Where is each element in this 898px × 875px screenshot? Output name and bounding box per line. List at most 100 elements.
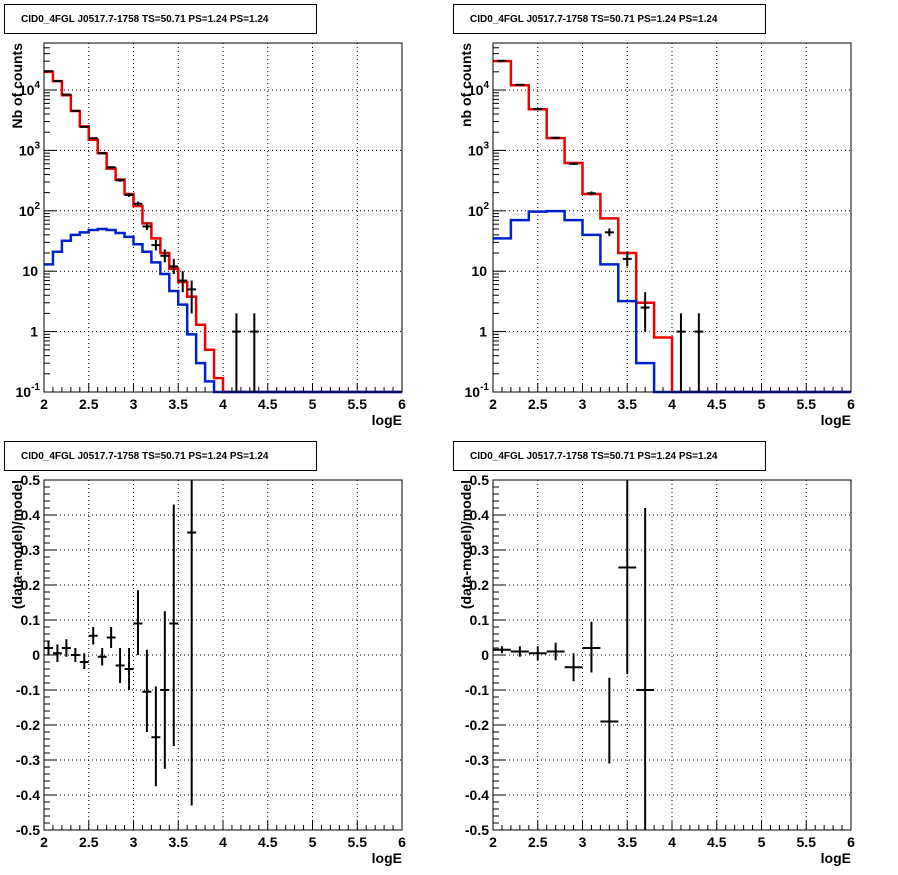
data-point <box>115 178 125 182</box>
data-point <box>160 249 170 263</box>
y-tick-label: -0.1 <box>16 682 40 698</box>
y-tick-label: 0.1 <box>21 612 41 628</box>
data-point <box>169 258 179 274</box>
chart-svg: 2 2.5 3 3.5 4 4.5 5 5.5 610-1110102103104logENb … <box>9 42 406 428</box>
data-point <box>142 649 152 732</box>
chart-title: CID0_4FGL J0517.7-1758 TS=50.71 PS=1.24 … <box>470 13 718 25</box>
x-tick-label: 2.5 <box>528 834 548 850</box>
y-axis-label: nb of counts <box>458 43 474 127</box>
y-tick-label: 0.4 <box>470 507 490 523</box>
x-tick-label: 3 <box>130 834 138 850</box>
y-tick-exponent: -1 <box>31 382 40 393</box>
data-point <box>133 590 143 655</box>
y-tick-label: 0.1 <box>470 612 490 628</box>
y-tick-label: 1 <box>30 324 38 340</box>
y-tick-label: 102 <box>468 201 490 219</box>
x-tick-label: 2 <box>489 834 497 850</box>
data-point <box>187 280 197 314</box>
chart-panel-bottom-left: CID0_4FGL J0517.7-1758 TS=50.71 PS=1.24 … <box>0 437 449 875</box>
data-point <box>533 107 543 110</box>
data-point <box>151 686 161 787</box>
data-point <box>510 646 529 657</box>
y-tick-label: 10 <box>22 263 38 279</box>
x-tick-label: 3 <box>579 834 587 850</box>
data-point <box>79 653 89 669</box>
plot-frame <box>43 479 403 831</box>
y-tick-exponent: 3 <box>483 140 489 151</box>
x-tick-label: 3.5 <box>169 396 189 412</box>
data-point <box>88 627 98 645</box>
chart-svg: 2 2.5 3 3.5 4 4.5 5 5.5 6 -0.5 -0.4 -0.3 -0.2 -0.1 0 0.… <box>9 472 406 866</box>
y-tick-label: -0.4 <box>16 787 40 803</box>
chart-title-box: CID0_4FGL J0517.7-1758 TS=50.71 PS=1.24 … <box>4 441 317 471</box>
y-tick-exponent: -1 <box>480 382 489 393</box>
data-point <box>124 648 134 690</box>
x-tick-label: 4.5 <box>258 396 278 412</box>
y-tick-label: 1 <box>479 324 487 340</box>
y-tick-label: 0.4 <box>21 507 41 523</box>
plot-frame <box>492 42 852 393</box>
y-tick-label: 0.5 <box>470 472 490 488</box>
data-point <box>249 313 259 392</box>
x-tick-label: 4.5 <box>707 834 727 850</box>
data-point <box>133 201 143 207</box>
chart-svg: 2 2.5 3 3.5 4 4.5 5 5.5 6 -0.5 -0.4 -0.3 -0.2 -0.1 0 0.… <box>458 472 855 866</box>
data-point <box>546 642 565 661</box>
chart-title: CID0_4FGL J0517.7-1758 TS=50.71 PS=1.24 … <box>470 450 718 462</box>
x-tick-label: 2.5 <box>528 396 548 412</box>
x-tick-label: 6 <box>398 834 406 850</box>
x-tick-label: 5 <box>758 396 766 412</box>
data-point <box>79 125 89 128</box>
y-tick-exponent: 2 <box>483 201 489 212</box>
data-point <box>61 93 71 96</box>
data-point <box>569 162 579 165</box>
y-tick-label: 102 <box>19 201 41 219</box>
data-point <box>618 480 637 675</box>
y-tick-label: -0.3 <box>465 752 489 768</box>
x-tick-label: 6 <box>847 396 855 412</box>
data-point <box>160 611 170 769</box>
data-point <box>106 166 116 169</box>
data-point <box>604 228 614 237</box>
data-point <box>600 677 619 764</box>
data-point <box>142 222 152 231</box>
data-point <box>88 137 98 140</box>
y-tick-label: 0 <box>32 647 40 663</box>
plot-frame <box>43 42 403 393</box>
data-point <box>151 239 161 251</box>
model-total-line <box>493 59 851 394</box>
y-tick-label: -0.2 <box>16 717 40 733</box>
x-tick-label: 5 <box>309 834 317 850</box>
data-point <box>70 648 80 662</box>
data-point <box>97 152 107 155</box>
x-tick-label: 2 <box>489 396 497 412</box>
data-point <box>694 313 704 392</box>
x-tick-label: 4 <box>668 396 676 412</box>
data-point <box>636 508 655 830</box>
data-point <box>115 648 125 683</box>
data-point <box>640 292 650 332</box>
chart-svg: 2 2.5 3 3.5 4 4.5 5 5.5 610-1110102103104logEnb … <box>458 42 855 428</box>
x-tick-label: 3.5 <box>618 396 638 412</box>
x-tick-label: 3.5 <box>618 834 638 850</box>
x-tick-label: 4.5 <box>707 396 727 412</box>
y-tick-exponent: 4 <box>483 80 489 91</box>
x-tick-label: 3 <box>130 396 138 412</box>
y-tick-label: 10-1 <box>465 382 490 400</box>
data-point <box>124 193 134 197</box>
x-tick-label: 2.5 <box>79 834 99 850</box>
x-tick-label: 5.5 <box>348 834 368 850</box>
y-tick-label: 0 <box>481 647 489 663</box>
x-tick-label: 4 <box>668 834 676 850</box>
x-tick-label: 5.5 <box>797 396 817 412</box>
y-tick-label: -0.5 <box>16 822 40 838</box>
data-point <box>515 83 525 86</box>
x-axis-label: logE <box>372 850 402 866</box>
x-tick-label: 5 <box>309 396 317 412</box>
y-tick-label: 0.5 <box>21 472 41 488</box>
data-point <box>676 313 686 392</box>
data-point <box>52 644 62 662</box>
y-axis-label: (data-model)/model <box>458 480 474 609</box>
chart-title: CID0_4FGL J0517.7-1758 TS=50.71 PS=1.24 … <box>21 450 269 462</box>
y-tick-label: -0.1 <box>465 682 489 698</box>
